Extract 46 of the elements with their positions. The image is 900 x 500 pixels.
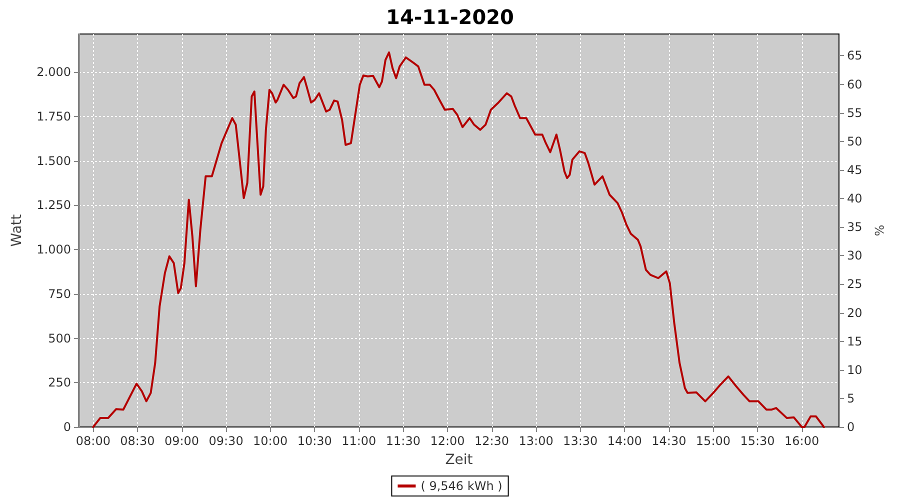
y2-tick-label: 40 [847, 192, 862, 206]
y2-tick-label: 55 [847, 106, 862, 120]
line-series [92, 51, 825, 428]
y2-tick-label: 15 [847, 334, 862, 348]
x-tick-label: 13:30 [563, 434, 598, 448]
y-tick-label: 1.500 [36, 154, 71, 168]
x-tick-label: 09:30 [208, 434, 244, 448]
y-tick-label: 750 [48, 286, 71, 301]
x-tick-label: 08:30 [120, 434, 155, 448]
x-tick-label: 09:00 [164, 434, 200, 448]
x-tick-label: 08:00 [76, 434, 110, 448]
y-tick-label: 1.250 [36, 198, 71, 212]
y2-axis-title: % [872, 224, 886, 236]
x-axis-title: Zeit [445, 452, 474, 468]
y-tick-label: 500 [48, 331, 71, 346]
x-tick-label: 10:30 [297, 434, 332, 448]
y2-tick-label: 30 [847, 248, 862, 263]
x-tick-label: 14:00 [607, 434, 642, 448]
x-tick-label: 11:00 [342, 434, 376, 448]
y2-tick-label: 60 [847, 77, 862, 92]
y2-tick-label: 0 [847, 420, 855, 434]
y-axis-title: Watt [9, 214, 25, 247]
chart-title: 14-11-2020 [386, 5, 514, 29]
y2-tick-label: 25 [847, 277, 862, 292]
y-tick-label: 1.000 [36, 242, 71, 257]
y2-tick-label: 65 [847, 48, 862, 63]
y-tick-label: 250 [48, 376, 71, 390]
x-tick-label: 13:00 [518, 434, 554, 448]
y-tick-label: 2.000 [36, 65, 71, 80]
x-tick-label: 12:30 [474, 434, 510, 448]
y2-tick-label: 10 [847, 362, 862, 377]
legend-label: ( 9,546 kWh ) [420, 479, 502, 493]
y-tick-label: 0 [63, 420, 71, 434]
x-tick-label: 10:00 [253, 434, 288, 448]
x-tick-label: 16:00 [784, 434, 820, 448]
y2-tick-label: 35 [847, 220, 862, 234]
x-tick-label: 12:00 [430, 434, 465, 448]
x-tick-label: 15:00 [696, 434, 731, 448]
y2-tick-label: 5 [847, 391, 855, 406]
y2-tick-label: 50 [847, 134, 862, 148]
y2-tick-label: 45 [847, 162, 862, 177]
y2-tick-label: 20 [847, 306, 862, 320]
x-tick-label: 14:30 [652, 434, 686, 448]
x-tick-label: 11:30 [386, 434, 420, 448]
y-tick-label: 1.750 [36, 110, 71, 124]
x-tick-label: 15:30 [740, 434, 775, 448]
